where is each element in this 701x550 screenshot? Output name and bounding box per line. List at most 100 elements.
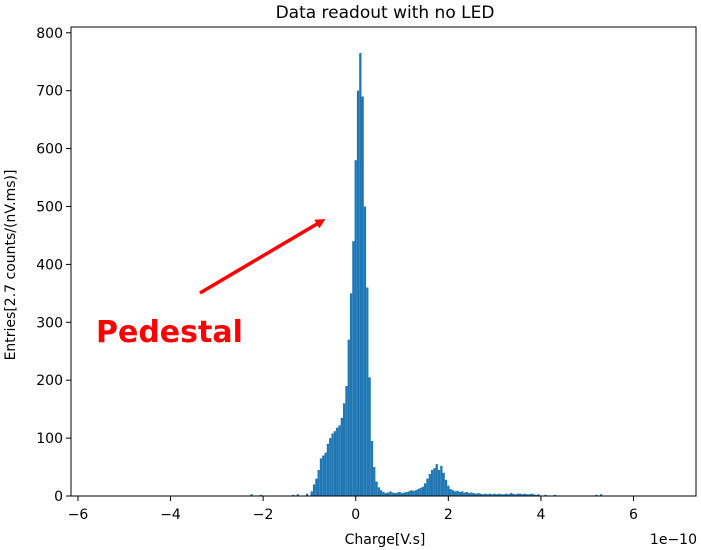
histogram-bar bbox=[486, 494, 489, 496]
x-axis-label: Charge[V.s] bbox=[345, 532, 426, 548]
histogram-bar bbox=[414, 490, 418, 496]
histogram-bar bbox=[305, 493, 309, 496]
chart-title: Data readout with no LED bbox=[276, 3, 495, 23]
histogram-bar bbox=[537, 494, 540, 496]
histogram-bar bbox=[514, 494, 517, 496]
histogram-bar bbox=[424, 483, 427, 496]
histogram-bar bbox=[363, 206, 367, 497]
histogram-bar bbox=[493, 493, 496, 496]
histogram-bar bbox=[528, 494, 531, 496]
y-axis-label: Entries[2.7 counts/(nV.ms)] bbox=[3, 170, 19, 361]
histogram-bar bbox=[472, 493, 475, 496]
histogram-bar bbox=[317, 469, 320, 496]
y-tick-label: 200 bbox=[36, 373, 63, 389]
histogram-bar bbox=[544, 494, 547, 496]
histogram-bar bbox=[599, 494, 603, 496]
x-tick-label: −4 bbox=[160, 507, 181, 523]
histogram-bar bbox=[377, 487, 381, 496]
histogram-bar bbox=[338, 425, 341, 496]
histogram-bar bbox=[505, 493, 508, 496]
x-tick-label: 0 bbox=[351, 507, 360, 523]
histogram-bar bbox=[516, 493, 519, 496]
histogram-bar bbox=[488, 493, 492, 496]
histogram-bar bbox=[474, 493, 478, 496]
y-tick-label: 0 bbox=[54, 489, 63, 505]
histogram-bar bbox=[491, 494, 494, 496]
histogram-bar bbox=[324, 452, 327, 496]
histogram-bar bbox=[373, 467, 376, 496]
histogram-bar bbox=[595, 494, 598, 496]
histogram-bar bbox=[312, 484, 316, 496]
histogram-bars bbox=[250, 53, 603, 497]
x-axis-ticks: −6 −4 −2 0 2 4 6 bbox=[68, 496, 638, 523]
histogram-bar bbox=[458, 491, 462, 496]
histogram-bar bbox=[481, 494, 485, 496]
histogram-bar bbox=[359, 53, 362, 497]
histogram-bar bbox=[417, 489, 420, 496]
histogram-bar bbox=[410, 490, 413, 496]
histogram-bar bbox=[484, 493, 487, 496]
histogram-bar bbox=[319, 458, 323, 496]
histogram-bar bbox=[454, 491, 457, 496]
histogram-bar bbox=[398, 491, 401, 496]
histogram-bar bbox=[435, 464, 438, 496]
histogram-bar bbox=[507, 494, 510, 496]
histogram-bar bbox=[470, 492, 473, 496]
histogram-bar bbox=[456, 490, 459, 496]
histogram-bar bbox=[451, 490, 455, 496]
histogram-bar bbox=[442, 472, 445, 496]
histogram-bar bbox=[444, 479, 448, 496]
histogram-bar bbox=[479, 493, 482, 496]
histogram-bar bbox=[250, 494, 253, 496]
y-axis-ticks: 0 100 200 300 400 500 600 700 800 bbox=[36, 26, 71, 505]
x-tick-label: 2 bbox=[444, 507, 453, 523]
histogram-bar bbox=[368, 377, 371, 496]
histogram-bar bbox=[449, 489, 452, 496]
annotation-arrow bbox=[199, 218, 326, 295]
histogram-bar bbox=[375, 481, 378, 496]
histogram-bar bbox=[386, 492, 390, 496]
histogram-bar bbox=[403, 492, 406, 496]
histogram-bar bbox=[523, 493, 526, 496]
histogram-bar bbox=[502, 494, 506, 496]
histogram-bar bbox=[259, 494, 262, 496]
histogram-bar bbox=[352, 241, 355, 496]
y-tick-label: 300 bbox=[36, 315, 63, 331]
x-tick-label: −2 bbox=[253, 507, 274, 523]
histogram-bar bbox=[361, 96, 364, 496]
histogram-bar bbox=[463, 492, 466, 496]
histogram-bar bbox=[349, 293, 353, 496]
histogram-bar bbox=[495, 494, 499, 496]
histogram-bar bbox=[310, 491, 313, 496]
histogram-bar bbox=[366, 287, 369, 496]
histogram-bar bbox=[535, 494, 538, 496]
histogram-bar bbox=[342, 403, 346, 496]
y-tick-label: 600 bbox=[36, 142, 63, 158]
histogram-bar bbox=[525, 494, 529, 496]
histogram-bar bbox=[426, 478, 429, 496]
histogram-bar bbox=[428, 474, 431, 496]
histogram-bar bbox=[467, 493, 471, 496]
histogram-bar bbox=[389, 491, 392, 496]
histogram-bar bbox=[345, 385, 348, 496]
histogram-bar bbox=[405, 491, 408, 496]
histogram-bar bbox=[437, 469, 441, 496]
histogram-bar bbox=[430, 469, 434, 496]
histogram-bar bbox=[433, 468, 436, 496]
histogram-bar bbox=[511, 493, 515, 496]
histogram-bar bbox=[326, 443, 330, 496]
histogram-bar bbox=[333, 431, 337, 496]
histogram-bar bbox=[356, 90, 360, 496]
histogram-bar bbox=[354, 160, 357, 497]
histogram-bar bbox=[518, 493, 522, 496]
histogram-bar bbox=[336, 427, 339, 496]
annotation-pedestal: Pedestal bbox=[96, 315, 243, 350]
histogram-bar bbox=[347, 339, 350, 496]
histogram-bar bbox=[407, 491, 411, 496]
histogram-bar bbox=[412, 490, 415, 496]
histogram-bar bbox=[292, 494, 295, 496]
histogram-bar bbox=[532, 494, 536, 496]
histogram-bar bbox=[340, 417, 343, 496]
histogram-bar bbox=[322, 455, 325, 496]
